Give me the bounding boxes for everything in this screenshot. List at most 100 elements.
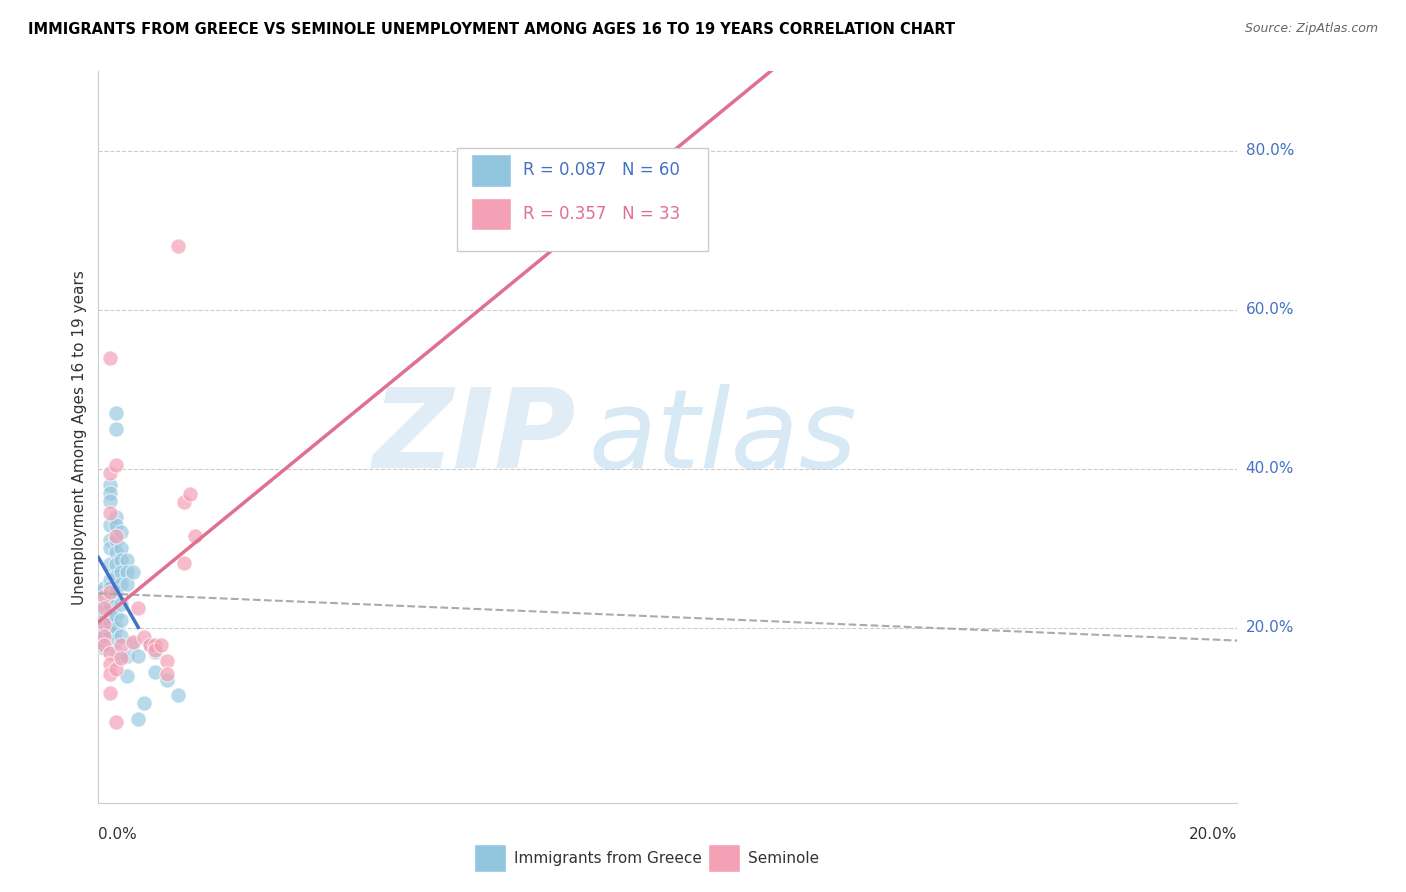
Point [110, 577, 132, 591]
Point [110, 648, 132, 663]
Point [110, 566, 132, 580]
FancyBboxPatch shape [471, 153, 510, 186]
Point [104, 558, 127, 572]
Point [93, 621, 115, 635]
Y-axis label: Unemployment Among Ages 16 to 19 years: Unemployment Among Ages 16 to 19 years [72, 269, 87, 605]
Text: IMMIGRANTS FROM GREECE VS SEMINOLE UNEMPLOYMENT AMONG AGES 16 TO 19 YEARS CORREL: IMMIGRANTS FROM GREECE VS SEMINOLE UNEMP… [28, 22, 955, 37]
Point [98, 686, 121, 700]
Point [93, 632, 115, 647]
Point [145, 643, 167, 657]
Point [127, 712, 149, 726]
Point [104, 529, 127, 543]
Point [98, 351, 121, 365]
Point [145, 639, 167, 653]
Point [104, 569, 127, 583]
Point [127, 648, 149, 663]
Point [132, 631, 155, 645]
Point [115, 577, 138, 591]
Point [104, 609, 127, 624]
Point [156, 654, 179, 668]
Point [98, 517, 121, 532]
Point [156, 673, 179, 687]
Text: 20.0%: 20.0% [1246, 621, 1294, 635]
Point [110, 613, 132, 627]
Point [98, 485, 121, 500]
Point [104, 406, 127, 420]
Point [104, 517, 127, 532]
Text: 20.0%: 20.0% [1189, 827, 1237, 842]
Point [104, 545, 127, 559]
Point [104, 714, 127, 729]
Point [138, 637, 160, 651]
Point [98, 585, 121, 599]
Point [104, 585, 127, 599]
Point [98, 506, 121, 520]
Point [110, 629, 132, 643]
Point [115, 648, 138, 663]
FancyBboxPatch shape [707, 845, 740, 872]
Point [104, 662, 127, 676]
Point [145, 665, 167, 679]
Point [104, 458, 127, 472]
Point [121, 635, 143, 649]
Point [110, 651, 132, 665]
Point [98, 558, 121, 572]
Point [98, 533, 121, 548]
Point [110, 541, 132, 556]
Point [98, 646, 121, 660]
Point [156, 667, 179, 681]
Point [98, 466, 121, 480]
Point [104, 632, 127, 647]
Point [104, 533, 127, 548]
Point [150, 639, 173, 653]
Point [104, 509, 127, 524]
Point [93, 581, 115, 595]
Point [98, 624, 121, 639]
Point [132, 697, 155, 711]
FancyBboxPatch shape [471, 197, 510, 230]
Text: R = 0.357   N = 33: R = 0.357 N = 33 [523, 205, 681, 223]
Point [115, 566, 138, 580]
Point [110, 553, 132, 567]
Text: atlas: atlas [588, 384, 856, 491]
Point [93, 640, 115, 655]
FancyBboxPatch shape [474, 845, 506, 872]
Point [110, 597, 132, 611]
Text: R = 0.087   N = 60: R = 0.087 N = 60 [523, 161, 681, 179]
Point [98, 573, 121, 587]
Point [167, 689, 190, 703]
Point [110, 525, 132, 540]
Point [138, 639, 160, 653]
Text: Source: ZipAtlas.com: Source: ZipAtlas.com [1244, 22, 1378, 36]
Point [98, 667, 121, 681]
Point [98, 609, 121, 624]
Point [145, 645, 167, 659]
Point [93, 601, 115, 615]
Point [93, 589, 115, 603]
Text: 80.0%: 80.0% [1246, 144, 1294, 159]
Point [98, 493, 121, 508]
Point [104, 621, 127, 635]
Text: Immigrants from Greece: Immigrants from Greece [515, 851, 702, 866]
Point [98, 589, 121, 603]
Point [98, 597, 121, 611]
Text: Seminole: Seminole [748, 851, 818, 866]
Point [93, 597, 115, 611]
Point [173, 495, 195, 509]
Point [98, 477, 121, 491]
Point [90, 585, 112, 599]
Point [93, 629, 115, 643]
Point [179, 487, 201, 501]
Point [98, 581, 121, 595]
Point [93, 605, 115, 619]
Point [98, 657, 121, 671]
Text: 60.0%: 60.0% [1246, 302, 1294, 318]
Point [184, 529, 207, 543]
Point [104, 422, 127, 436]
Point [167, 239, 190, 253]
Text: 0.0%: 0.0% [98, 827, 138, 842]
Point [93, 639, 115, 653]
Point [127, 601, 149, 615]
Text: 40.0%: 40.0% [1246, 461, 1294, 476]
FancyBboxPatch shape [457, 148, 707, 251]
